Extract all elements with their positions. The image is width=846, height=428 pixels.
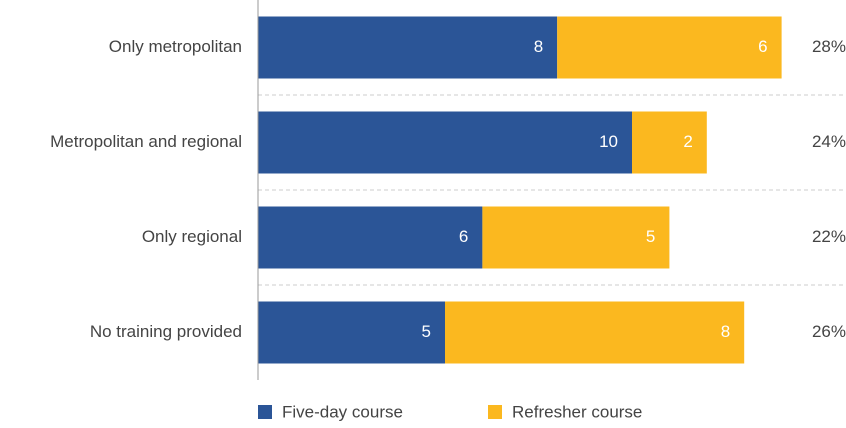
bar-segment xyxy=(258,16,558,79)
data-label: 6 xyxy=(758,37,767,56)
bar-segment xyxy=(445,301,745,364)
y-tick-label: No training provided xyxy=(90,322,242,341)
y-tick-label: Only regional xyxy=(142,227,242,246)
data-label: 6 xyxy=(459,227,468,246)
bar-segment xyxy=(258,111,632,174)
data-label: 5 xyxy=(422,322,431,341)
share-label: 24% xyxy=(812,132,846,151)
bar-segment xyxy=(258,301,445,364)
legend-swatch xyxy=(488,405,502,419)
bar-segment xyxy=(258,206,483,269)
legend-label: Five-day course xyxy=(282,402,403,421)
bar-segment xyxy=(482,206,670,269)
data-label: 2 xyxy=(683,132,692,151)
legend-label: Refresher course xyxy=(512,402,642,421)
data-label: 5 xyxy=(646,227,655,246)
y-tick-label: Metropolitan and regional xyxy=(50,132,242,151)
y-tick-label: Only metropolitan xyxy=(109,37,242,56)
share-label: 26% xyxy=(812,322,846,341)
share-label: 22% xyxy=(812,227,846,246)
bar-segment xyxy=(557,16,782,79)
share-label: 28% xyxy=(812,37,846,56)
bar-segment xyxy=(632,111,707,174)
data-label: 10 xyxy=(599,132,618,151)
data-label: 8 xyxy=(721,322,730,341)
legend-swatch xyxy=(258,405,272,419)
data-label: 8 xyxy=(534,37,543,56)
